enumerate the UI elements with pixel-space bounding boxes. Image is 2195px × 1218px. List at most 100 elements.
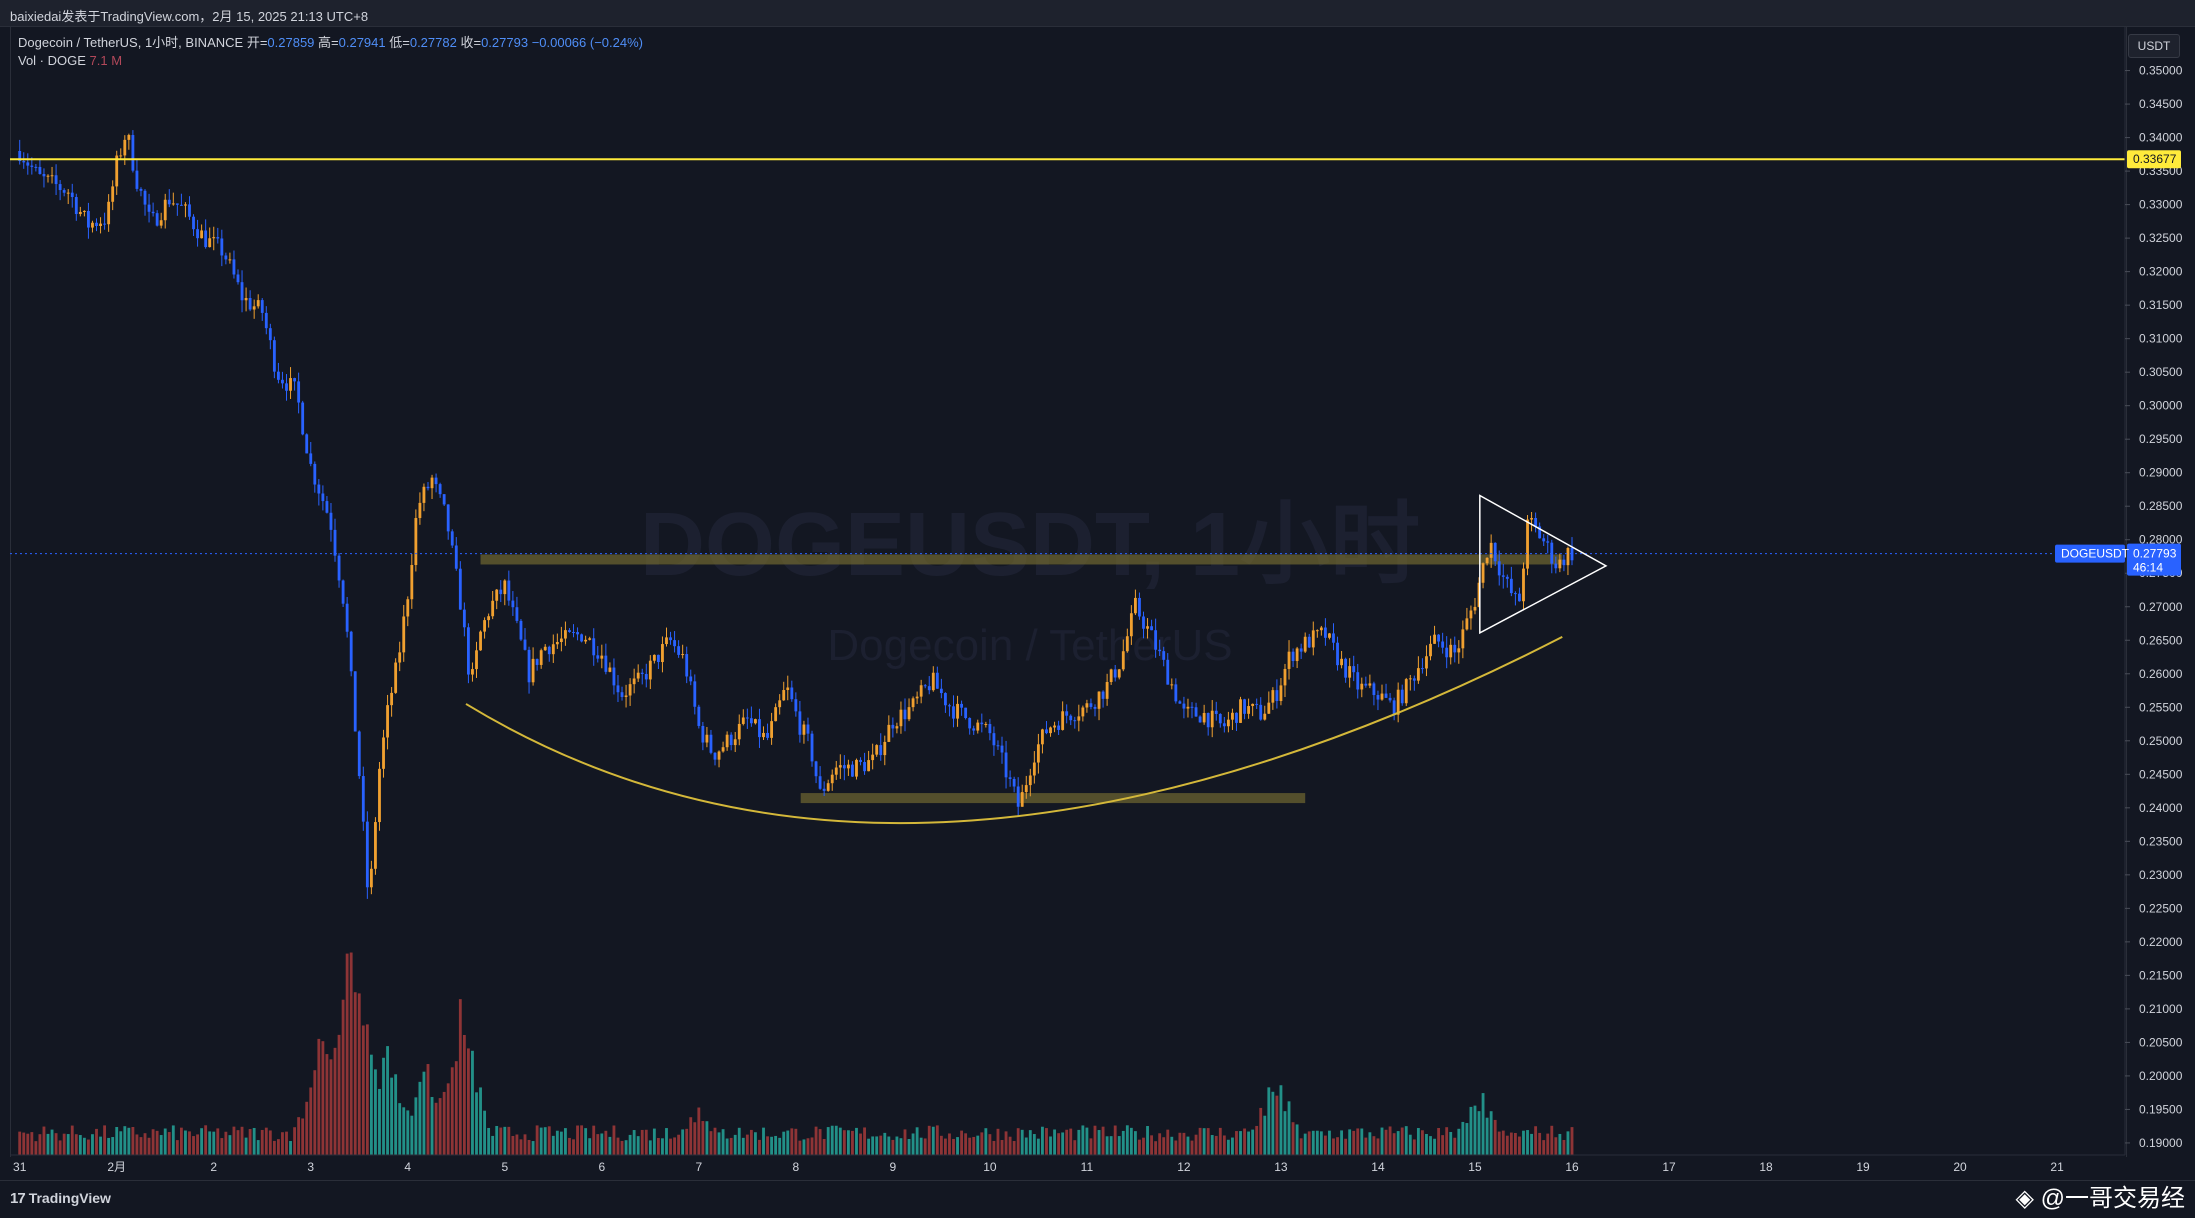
candle-body (1016, 786, 1020, 807)
legend-symbol[interactable]: Dogecoin / TetherUS, 1小时, BINANCE (18, 35, 244, 50)
candle (1518, 587, 1521, 602)
candle-body (95, 222, 98, 226)
candle-body (507, 580, 511, 601)
volume-bar (390, 1077, 394, 1155)
candle-body (1263, 713, 1267, 720)
candle-body (91, 222, 94, 228)
candle-body (1125, 636, 1129, 652)
time-tick-label: 11 (1081, 1160, 1094, 1174)
candle (891, 717, 895, 738)
volume-bar (665, 1128, 668, 1155)
candle-body (1360, 683, 1364, 690)
volume-bar (1311, 1130, 1315, 1155)
price-tick-label: 0.22500 (2139, 901, 2183, 915)
candle (1372, 681, 1376, 706)
candle (1089, 698, 1093, 710)
candle-body (527, 649, 531, 683)
volume-bar (555, 1130, 559, 1155)
volume-bar (1267, 1087, 1271, 1155)
volume-bar (1303, 1133, 1307, 1155)
candle (1158, 639, 1162, 656)
volume-bar (693, 1122, 697, 1155)
candle (1538, 522, 1542, 539)
volume-bar (677, 1134, 681, 1155)
candle-body (701, 725, 705, 743)
candle-body (228, 259, 232, 261)
candle (1311, 621, 1315, 656)
tradingview-logo[interactable]: 17 TradingView (10, 1190, 111, 1207)
candle-body (42, 173, 46, 177)
bg-watermark-subtitle: Dogecoin / TetherUS (827, 621, 1232, 670)
candle (382, 729, 385, 778)
candle (713, 752, 717, 766)
volume-bar (216, 1128, 220, 1155)
candle (374, 817, 377, 875)
candle (1473, 598, 1477, 615)
volume-bar (321, 1041, 325, 1155)
candle-body (559, 638, 563, 643)
symbol-tag (2055, 544, 2125, 563)
candle-body (822, 788, 826, 791)
volume-bar (1477, 1111, 1481, 1155)
candle-body (1485, 557, 1489, 564)
candle-body (1012, 778, 1016, 787)
time-tick-label: 18 (1759, 1160, 1773, 1174)
candle-body (438, 484, 442, 495)
volume-bar (980, 1132, 984, 1155)
candle (1057, 720, 1061, 735)
candle-body (1319, 627, 1323, 631)
volume-bar (131, 1126, 135, 1155)
candle (1376, 690, 1380, 711)
price-tick-label: 0.19500 (2139, 1102, 2183, 1116)
volume-bar (754, 1132, 757, 1155)
volume-bar (1036, 1138, 1040, 1155)
volume-bar (1174, 1140, 1178, 1155)
candle-body (374, 822, 377, 869)
candle (1566, 546, 1570, 576)
candle (1178, 700, 1182, 704)
candle-body (1218, 713, 1222, 724)
candle (980, 713, 984, 733)
candle (1138, 592, 1141, 620)
candle-body (1251, 703, 1255, 707)
volume-bar (1433, 1138, 1436, 1155)
candle-body (1138, 597, 1141, 617)
legend-volume-label[interactable]: Vol · DOGE (18, 53, 86, 68)
volume-bar (798, 1140, 802, 1155)
candle (956, 695, 959, 727)
countdown-text: 46:14 (2133, 561, 2163, 575)
candle-body (1093, 706, 1097, 709)
price-tick-label: 0.25000 (2139, 734, 2183, 748)
currency-selector[interactable]: USDT (2128, 34, 2180, 58)
candle (430, 474, 434, 500)
volume-bar (1235, 1131, 1238, 1155)
volume-bar (883, 1132, 887, 1155)
candle (1332, 623, 1335, 651)
candle-body (1077, 716, 1081, 721)
candle-body (1154, 630, 1158, 650)
volume-bar (1332, 1138, 1335, 1155)
legend-low-value: 0.27782 (409, 35, 457, 50)
candle (1319, 625, 1323, 636)
candle (931, 666, 935, 692)
candle (1041, 728, 1044, 754)
candle-body (188, 204, 191, 217)
candle-body (1097, 691, 1101, 709)
candle-body (293, 378, 297, 382)
candle (386, 694, 389, 750)
candle (1214, 701, 1218, 721)
candle-body (1129, 613, 1133, 637)
volume-bar (1125, 1125, 1129, 1155)
volume-bar (495, 1125, 499, 1155)
candle-body (1202, 712, 1206, 723)
volume-bar (1049, 1136, 1052, 1155)
candle-body (923, 685, 927, 687)
volume-bar (1097, 1130, 1101, 1155)
candle-body (1344, 658, 1348, 678)
candle-body (1392, 700, 1396, 715)
volume-bar (1154, 1141, 1158, 1155)
credit-watermark: ◈ @一哥交易经 (2015, 1178, 2185, 1213)
candle-body (38, 166, 42, 174)
volume-bar (1465, 1123, 1469, 1155)
